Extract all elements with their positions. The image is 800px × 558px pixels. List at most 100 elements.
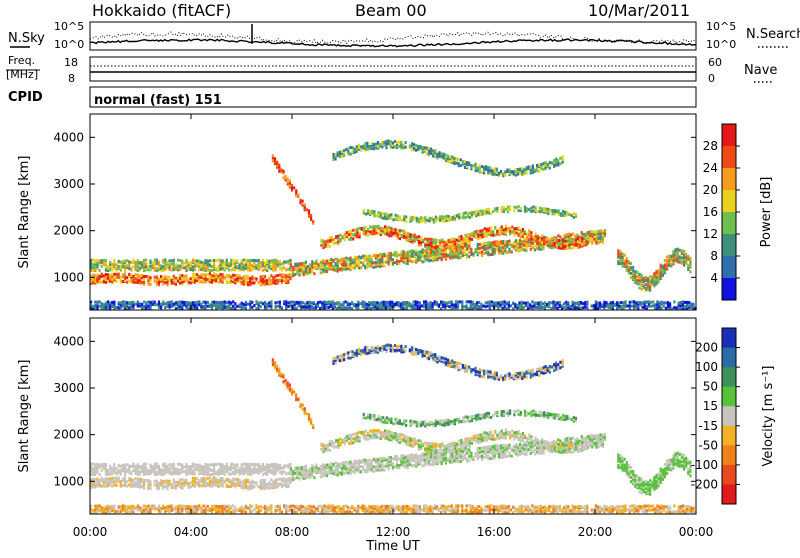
heatmap-cell <box>207 482 209 485</box>
freq-left-tick-top: 18 <box>64 56 78 69</box>
heatmap-cell <box>396 259 398 262</box>
heatmap-cell <box>279 482 281 485</box>
heatmap-cell <box>484 209 486 212</box>
heatmap-cell <box>438 256 440 259</box>
heatmap-cell <box>501 206 503 209</box>
heatmap-cell <box>335 262 337 265</box>
heatmap-cell <box>272 159 274 162</box>
heatmap-cell <box>224 276 226 279</box>
heatmap-cell <box>145 259 147 262</box>
heatmap-cell <box>390 145 392 148</box>
heatmap-cell <box>421 304 423 307</box>
heatmap-cell <box>196 481 198 484</box>
heatmap-cell <box>120 301 122 304</box>
heatmap-cell <box>287 180 289 183</box>
heatmap-cell <box>255 463 257 466</box>
heatmap-cell <box>430 455 432 458</box>
heatmap-cell <box>450 216 452 219</box>
heatmap-cell <box>105 473 107 476</box>
heatmap-cell <box>413 454 415 457</box>
heatmap-cell <box>378 232 380 235</box>
heatmap-cell <box>572 301 574 304</box>
heatmap-cell <box>299 274 301 277</box>
heatmap-cell <box>328 463 330 466</box>
heatmap-cell <box>132 463 134 466</box>
heatmap-cell <box>477 252 479 255</box>
heatmap-cell <box>335 153 337 156</box>
heatmap-cell <box>373 143 375 146</box>
heatmap-cell <box>143 305 145 308</box>
heatmap-cell <box>532 246 534 249</box>
heatmap-cell <box>367 228 369 231</box>
heatmap-cell <box>597 307 599 310</box>
heatmap-cell <box>507 210 509 213</box>
heatmap-cell <box>294 301 296 304</box>
heatmap-cell <box>173 281 175 284</box>
heatmap-cell <box>230 301 232 304</box>
heatmap-cell <box>383 301 385 304</box>
heatmap-cell <box>356 262 358 265</box>
heatmap-cell <box>219 477 221 480</box>
heatmap-cell <box>449 456 451 459</box>
heatmap-cell <box>283 261 285 264</box>
heatmap-cell <box>426 248 428 251</box>
heatmap-cell <box>349 153 351 156</box>
heatmap-cell <box>312 220 314 223</box>
heatmap-cell <box>468 255 470 258</box>
heatmap-cell <box>202 264 204 267</box>
heatmap-cell <box>462 251 464 254</box>
heatmap-cell <box>402 301 404 304</box>
heatmap-cell <box>299 478 301 481</box>
heatmap-cell <box>190 302 192 305</box>
heatmap-cell <box>245 463 247 466</box>
heatmap-cell <box>509 230 511 233</box>
heatmap-cell <box>247 463 249 466</box>
heatmap-cell <box>492 249 494 252</box>
heatmap-cell <box>190 277 192 280</box>
heatmap-cell <box>192 469 194 472</box>
heatmap-cell <box>290 477 292 480</box>
heatmap-cell <box>458 213 460 216</box>
heatmap-cell <box>179 259 181 262</box>
heatmap-cell <box>511 170 513 173</box>
heatmap-cell <box>264 262 266 265</box>
heatmap-cell <box>222 463 224 466</box>
heatmap-cell <box>329 245 331 248</box>
heatmap-cell <box>560 245 562 248</box>
heatmap-cell <box>589 237 591 240</box>
heatmap-cell <box>565 307 567 310</box>
heatmap-cell <box>405 252 407 255</box>
heatmap-cell <box>459 300 461 303</box>
heatmap-cell <box>480 303 482 306</box>
heatmap-cell <box>328 300 330 303</box>
heatmap-cell <box>573 216 575 219</box>
heatmap-cell <box>369 210 371 213</box>
heatmap-cell <box>253 485 255 488</box>
heatmap-cell <box>516 304 518 307</box>
heatmap-cell <box>166 301 168 304</box>
heatmap-cell <box>281 279 283 282</box>
heatmap-cell <box>456 214 458 217</box>
heatmap-cell <box>262 264 264 267</box>
heatmap-cell <box>458 239 460 242</box>
heatmap-cell <box>517 240 519 243</box>
heatmap-cell <box>513 245 515 248</box>
heatmap-cell <box>301 466 303 469</box>
heatmap-cell <box>290 467 292 470</box>
heatmap-cell <box>118 301 120 304</box>
heatmap-cell <box>415 144 417 147</box>
heatmap-cell <box>528 165 530 168</box>
heatmap-cell <box>481 246 483 249</box>
heatmap-cell <box>379 302 381 305</box>
heatmap-cell <box>158 465 160 468</box>
heatmap-cell <box>337 474 339 477</box>
heatmap-cell <box>173 303 175 306</box>
heatmap-cell <box>128 273 130 276</box>
heatmap-cell <box>339 151 341 154</box>
heatmap-cell <box>396 458 398 461</box>
heatmap-cell <box>289 463 291 466</box>
heatmap-cell <box>523 168 525 171</box>
heatmap-cell <box>428 456 430 459</box>
heatmap-cell <box>122 300 124 303</box>
